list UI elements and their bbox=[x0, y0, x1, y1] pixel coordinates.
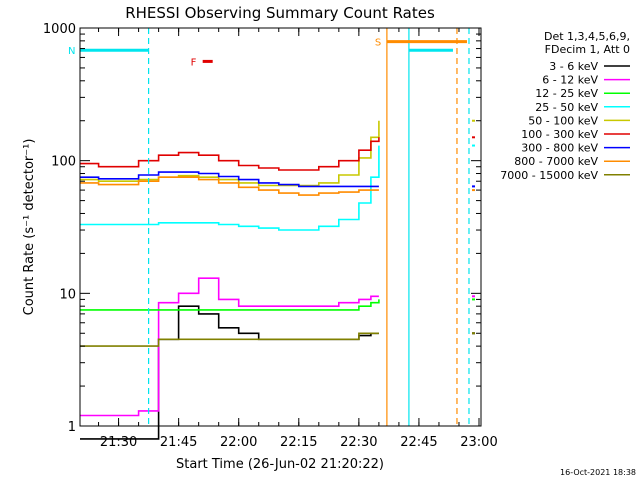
legend-label-2: 6 - 12 keV bbox=[542, 74, 598, 87]
y-tick-label-3: 100 bbox=[51, 155, 76, 170]
series-line-2 bbox=[80, 277, 379, 417]
legend: Det 1,3,4,5,6,9, FDecim 1, Att 0 3 - 6 k… bbox=[500, 30, 630, 182]
series-line-1 bbox=[80, 305, 379, 440]
series-line-9 bbox=[80, 332, 379, 347]
series-line-7 bbox=[80, 171, 379, 188]
x-tick-label-6: 22:45 bbox=[400, 435, 437, 450]
legend-header-line-2: FDecim 1, Att 0 bbox=[545, 43, 630, 56]
legend-label-8: 800 - 7000 keV bbox=[514, 155, 598, 168]
y-axis-label: Count Rate (s⁻¹ detector⁻¹) bbox=[22, 139, 37, 316]
flag-label-3: S bbox=[375, 38, 381, 49]
x-tick-label-1: 21:30 bbox=[100, 435, 137, 450]
timestamp: 16-Oct-2021 18:38 bbox=[560, 468, 636, 477]
legend-label-6: 100 - 300 keV bbox=[521, 128, 598, 141]
series-line-6 bbox=[80, 137, 380, 171]
legend-label-3: 12 - 25 keV bbox=[535, 87, 598, 100]
series-line-8 bbox=[80, 176, 379, 196]
series-line-3 bbox=[80, 299, 380, 311]
data-layer bbox=[80, 119, 475, 440]
x-tick-label-4: 22:15 bbox=[280, 435, 317, 450]
axes-layer: 21:30 21:45 22:00 22:15 22:30 22:45 23:00 1 10 10… bbox=[43, 22, 498, 450]
y-tick-label-2: 10 bbox=[59, 287, 76, 302]
y-tick-label-4: 1000 bbox=[43, 22, 76, 37]
series-line-4 bbox=[80, 145, 380, 231]
legend-label-4: 25 - 50 keV bbox=[535, 101, 598, 114]
x-tick-label-3: 22:00 bbox=[220, 435, 257, 450]
x-tick-label-7: 23:00 bbox=[460, 435, 497, 450]
legend-header-line-1: Det 1,3,4,5,6,9, bbox=[544, 30, 630, 43]
plot-frame bbox=[79, 27, 482, 427]
marker-layer: N F S bbox=[68, 28, 470, 426]
y-tick-label-1: 1 bbox=[68, 420, 76, 435]
series-line-5 bbox=[80, 120, 380, 187]
chart-title: RHESSI Observing Summary Count Rates bbox=[125, 4, 435, 22]
legend-label-9: 7000 - 15000 keV bbox=[500, 169, 598, 182]
legend-label-7: 300 - 800 keV bbox=[521, 142, 598, 155]
legend-label-1: 3 - 6 keV bbox=[549, 60, 598, 73]
legend-label-5: 50 - 100 keV bbox=[528, 114, 598, 127]
x-tick-label-2: 21:45 bbox=[160, 435, 197, 450]
flag-label-1: N bbox=[68, 46, 75, 57]
x-tick-label-5: 22:30 bbox=[340, 435, 377, 450]
flag-label-2: F bbox=[191, 57, 197, 68]
x-axis-label: Start Time (26-Jun-02 21:20:22) bbox=[176, 457, 384, 472]
